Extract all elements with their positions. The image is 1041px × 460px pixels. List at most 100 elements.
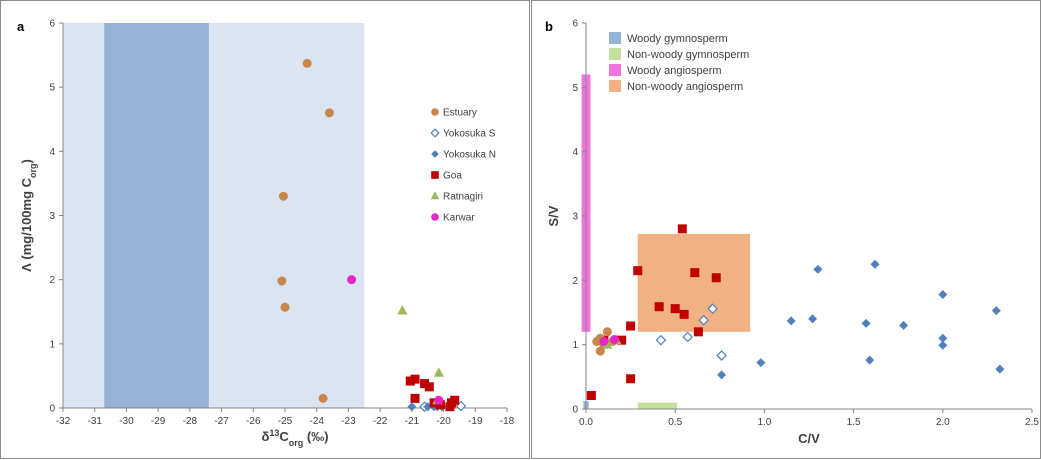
point-yokosuka-n — [899, 320, 909, 330]
point-estuary — [595, 346, 605, 356]
x-tick-label: -32 — [56, 416, 71, 427]
point-estuary — [602, 327, 612, 337]
point-estuary — [277, 276, 287, 286]
point-ratnagiri — [433, 367, 444, 377]
x-tick-label: -30 — [119, 416, 134, 427]
x-tick-label: -22 — [373, 416, 388, 427]
point-goa — [633, 266, 643, 276]
point-goa — [693, 327, 703, 337]
isotope-range-band — [104, 23, 209, 408]
legend-yokosuka-s-marker — [430, 128, 440, 138]
chart-panel-a: -32 -31 -30 -29 -28 -27 -26 -25 -24 -23 -22 -21 -20 -… — [0, 0, 530, 459]
legend-yokosuka-s-label: Yokosuka S — [443, 129, 496, 140]
legend-ratnagiri-marker — [430, 191, 440, 200]
point-yokosuka-n — [861, 318, 871, 328]
x-tick-label: -18 — [500, 416, 515, 427]
point-ratnagiri — [397, 304, 408, 315]
scatter-chart-b: 0.0 0.5 1.0 1.5 2.0 2.5 0 1 2 3 4 5 6 b C/V S/V Woody gy… — [545, 19, 1039, 447]
x-tick-label: -29 — [151, 416, 166, 427]
point-goa — [677, 224, 687, 234]
point-yokosuka-n — [938, 340, 948, 350]
point-goa — [405, 376, 415, 386]
y-tick-label: 0 — [49, 404, 55, 415]
legend-non-woody-angiosperm-label: Non-woody angiosperm — [627, 81, 743, 93]
x-tick-label: 2.5 — [1025, 417, 1039, 428]
legend-yokosuka-n-label: Yokosuka N — [443, 150, 496, 161]
point-karwar — [610, 335, 620, 345]
panel-label-b: b — [545, 19, 553, 34]
point-goa — [626, 321, 636, 331]
y-tick-label: 2 — [572, 276, 578, 287]
x-tick-label: -26 — [246, 416, 261, 427]
y-tick-label: 4 — [572, 147, 578, 158]
point-yokosuka-n — [786, 316, 796, 326]
point-yokosuka-s — [707, 303, 719, 314]
x-tick-label: -20 — [436, 416, 451, 427]
legend-woody-angiosperm-label: Woody angiosperm — [627, 65, 722, 77]
legend-woody-gymnosperm-swatch — [609, 32, 621, 44]
y-tick-label: 5 — [572, 83, 578, 94]
panel-label-a: a — [17, 19, 25, 34]
x-tick-label: -23 — [341, 416, 356, 427]
x-axis-label: C/V — [798, 431, 820, 446]
legend-ratnagiri-label: Ratnagiri — [443, 192, 483, 203]
x-tick-label: -21 — [405, 416, 420, 427]
y-tick-label: 6 — [49, 19, 55, 30]
legend-karwar-marker — [431, 213, 439, 221]
x-axis-label: δ13Corg (‰) — [261, 428, 328, 448]
legend-estuary-marker — [431, 108, 439, 116]
y-tick-label: 6 — [572, 19, 578, 30]
point-goa — [410, 374, 420, 384]
y-tick-label: 3 — [49, 211, 55, 222]
y-tick-label: 5 — [49, 83, 55, 94]
y-tick-label: 2 — [49, 275, 55, 286]
point-karwar — [347, 275, 357, 285]
x-tick-label: 1.5 — [847, 417, 861, 428]
point-goa — [445, 402, 455, 412]
point-karwar — [599, 336, 609, 346]
scatter-chart-a: -32 -31 -30 -29 -28 -27 -26 -25 -24 -23 -22 -21 -20 -… — [17, 19, 515, 449]
point-yokosuka-n — [808, 314, 818, 324]
point-estuary — [278, 191, 288, 201]
point-yokosuka-s — [698, 314, 710, 326]
legend-non-woody-gymnosperm-label: Non-woody gymnosperm — [627, 49, 749, 61]
point-yokosuka-n — [813, 264, 823, 274]
point-goa — [435, 400, 445, 410]
point-estuary — [302, 58, 312, 68]
y-tick-label: 3 — [572, 212, 578, 223]
point-goa — [670, 304, 680, 314]
point-yokosuka-n — [938, 333, 948, 343]
point-goa — [711, 273, 721, 283]
legend-woody-gymnosperm-label: Woody gymnosperm — [627, 33, 728, 45]
legend-karwar-label: Karwar — [443, 213, 475, 224]
point-yokosuka-s — [716, 350, 727, 361]
y-tick-label: 0 — [572, 405, 578, 416]
point-yokosuka-n — [995, 364, 1005, 374]
point-goa — [690, 268, 700, 278]
vegetation-region — [637, 234, 751, 332]
point-yokosuka-n — [870, 259, 880, 269]
point-karwar — [434, 395, 444, 405]
point-estuary — [592, 336, 602, 346]
x-tick-label: -24 — [309, 416, 324, 427]
vegetation-region — [637, 402, 677, 409]
x-tick-label: -19 — [468, 416, 483, 427]
point-yokosuka-n — [991, 306, 1001, 316]
point-goa — [410, 393, 420, 403]
x-tick-label: 2.0 — [936, 417, 950, 428]
point-yokosuka-n — [865, 355, 875, 365]
x-tick-label: 1.0 — [757, 417, 771, 428]
point-yokosuka-n — [938, 289, 948, 299]
x-tick-label: -31 — [87, 416, 102, 427]
y-tick-label: 1 — [49, 339, 55, 350]
y-axis-label: Λ (mg/100mg Corg) — [19, 159, 38, 272]
legend-yokosuka-n-marker — [431, 150, 439, 158]
point-goa — [424, 382, 434, 392]
point-goa — [450, 395, 460, 405]
legend-estuary-label: Estuary — [443, 108, 477, 119]
point-goa — [679, 309, 689, 319]
point-goa — [586, 390, 596, 400]
point-yokosuka-n — [407, 402, 417, 412]
legend-non-woody-gymnosperm-swatch — [609, 48, 621, 60]
point-estuary — [280, 302, 290, 312]
